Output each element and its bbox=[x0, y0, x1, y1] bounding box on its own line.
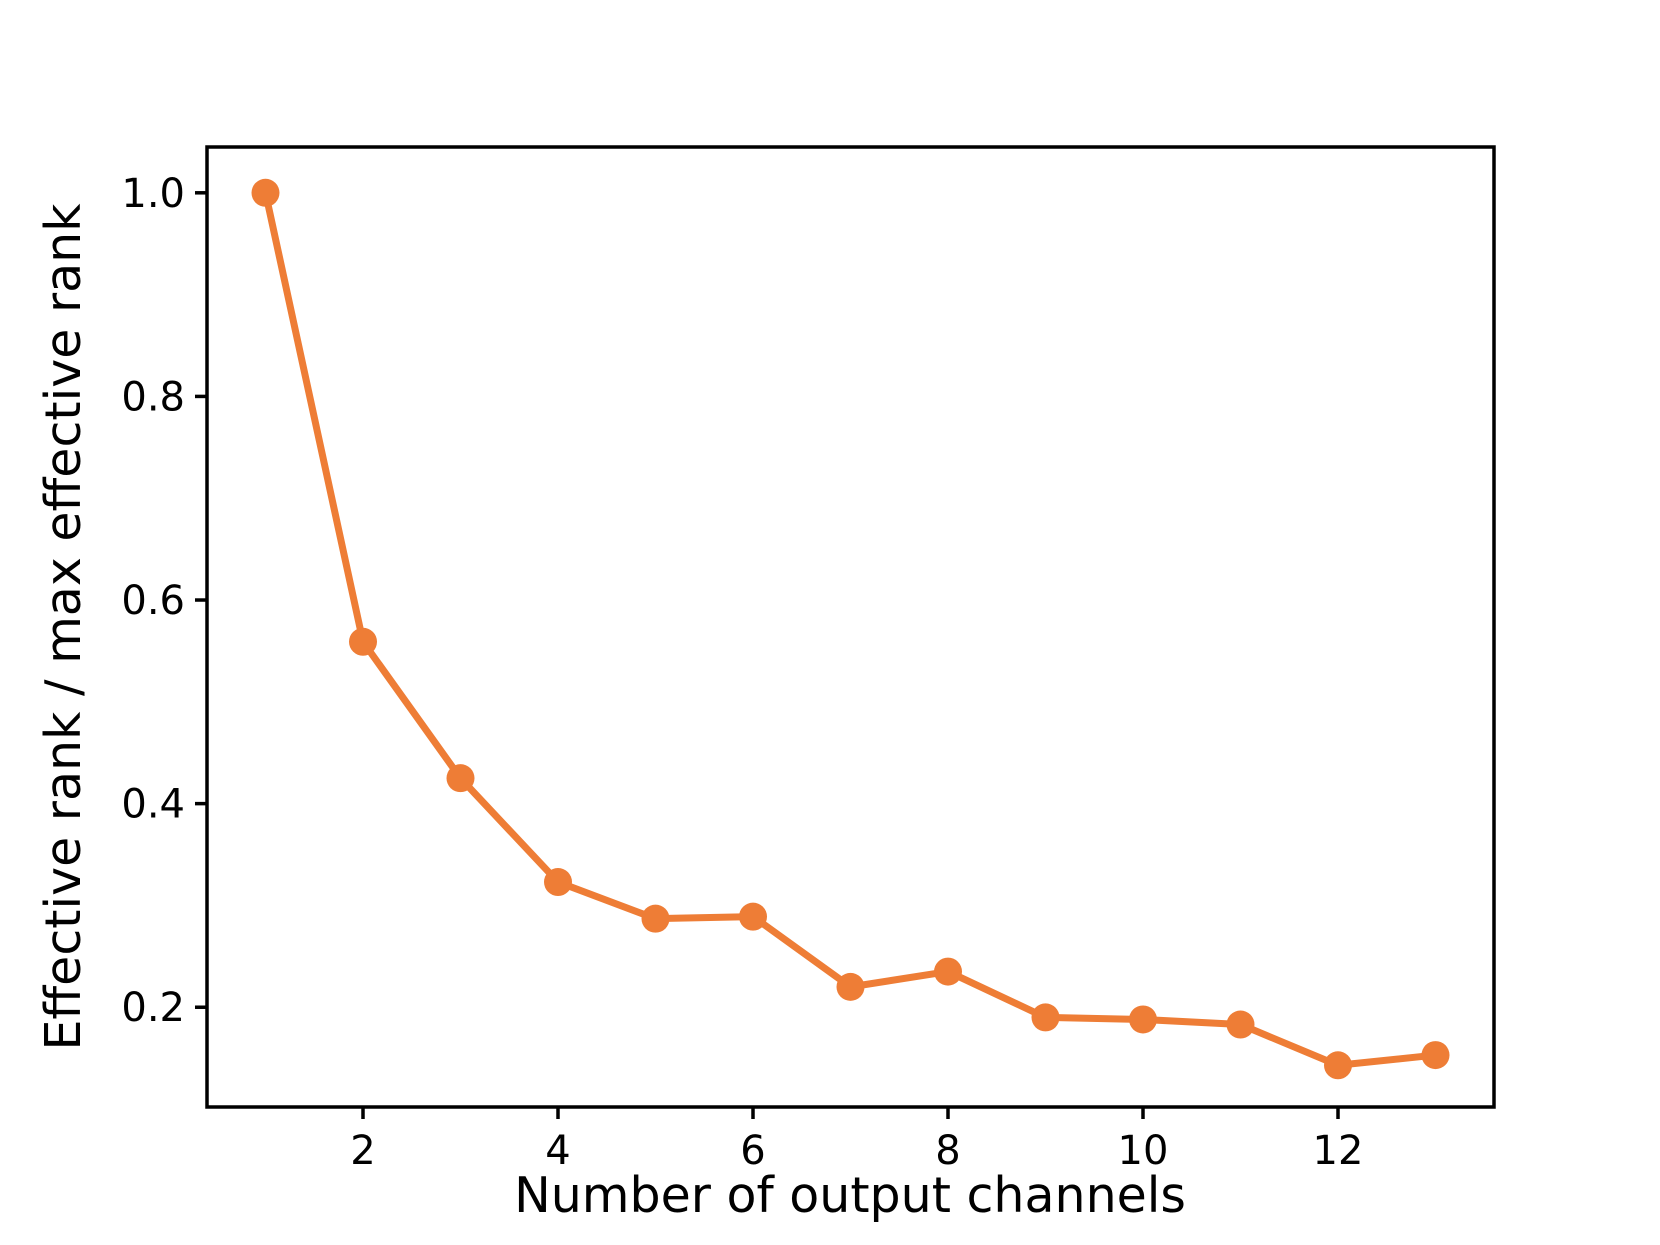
y-axis-label: Effective rank / max effective rank bbox=[35, 203, 92, 1051]
data-point bbox=[1226, 1010, 1255, 1039]
x-tick-label: 2 bbox=[350, 1128, 375, 1174]
data-point bbox=[1129, 1005, 1157, 1034]
data-point bbox=[349, 627, 377, 656]
data-point bbox=[836, 972, 865, 1001]
y-tick-label: 0.6 bbox=[121, 578, 185, 624]
data-point bbox=[1421, 1041, 1450, 1070]
data-line bbox=[262, 189, 1439, 1069]
y-tick-label: 0.2 bbox=[121, 985, 185, 1031]
x-tick-label: 10 bbox=[1118, 1128, 1169, 1174]
x-tick-label: 4 bbox=[545, 1128, 570, 1174]
x-axis-ticks: 2 4 6 8 10 12 bbox=[350, 1107, 1363, 1174]
data-point bbox=[251, 178, 280, 207]
x-tick-label: 8 bbox=[935, 1128, 960, 1174]
y-tick-label: 1.0 bbox=[121, 171, 185, 217]
data-point bbox=[544, 868, 572, 897]
data-markers bbox=[251, 178, 1450, 1080]
y-axis-ticks: 0.2 0.4 0.6 0.8 1.0 bbox=[121, 171, 207, 1031]
data-point bbox=[1324, 1051, 1352, 1080]
x-axis-label: Number of output channels bbox=[514, 1167, 1186, 1224]
y-tick-label: 0.8 bbox=[121, 374, 185, 420]
data-point bbox=[446, 764, 475, 793]
y-tick-label: 0.4 bbox=[121, 782, 185, 828]
data-point bbox=[1031, 1003, 1060, 1032]
x-tick-label: 6 bbox=[740, 1128, 765, 1174]
data-point bbox=[934, 957, 962, 986]
x-tick-label: 12 bbox=[1313, 1128, 1364, 1174]
plot-area-border bbox=[205, 145, 1496, 1109]
data-point bbox=[641, 904, 670, 933]
data-point bbox=[739, 902, 767, 931]
